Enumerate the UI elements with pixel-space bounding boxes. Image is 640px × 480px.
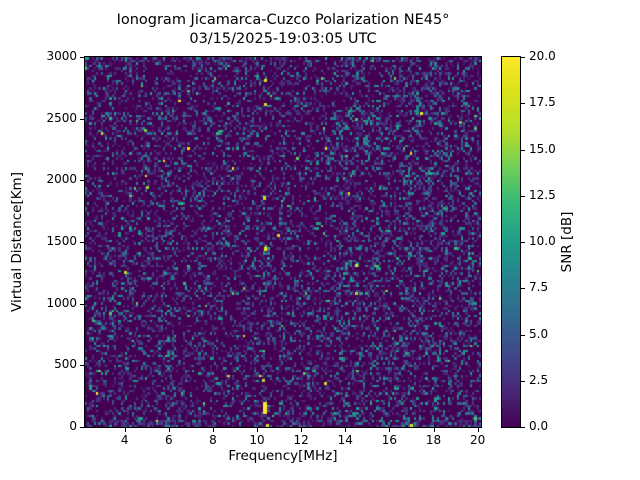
y-axis-label: Virtual Distance[Km]	[9, 172, 25, 312]
plot-area	[84, 56, 482, 428]
colorbar	[501, 56, 521, 428]
y-tick-label: 2000	[46, 172, 77, 187]
x-tick-label: 10	[249, 433, 265, 447]
y-tick-label: 3000	[46, 49, 77, 63]
x-tick-mark	[257, 428, 259, 432]
x-tick-mark	[433, 428, 435, 432]
x-tick-label: 4	[120, 433, 129, 447]
y-tick-mark	[80, 118, 84, 120]
colorbar-tick-mark	[521, 195, 525, 197]
x-tick-mark	[477, 428, 479, 432]
colorbar-tick-mark	[521, 57, 525, 58]
colorbar-tick-mark	[521, 242, 525, 243]
ionogram-heatmap-canvas	[85, 57, 481, 427]
y-tick-mark	[80, 365, 84, 367]
colorbar-label: SNR [dB]	[559, 211, 575, 273]
colorbar-tick-mark	[521, 103, 525, 105]
x-tick-mark	[168, 428, 170, 432]
colorbar-tick-label: 7.5	[529, 280, 549, 295]
y-tick-mark	[80, 57, 84, 58]
y-tick-mark	[80, 303, 84, 305]
colorbar-tick-mark	[521, 380, 525, 382]
x-tick-label: 12	[293, 433, 309, 447]
colorbar-tick-label: 20.0	[529, 49, 556, 63]
colorbar-tick-label: 5.0	[529, 326, 549, 341]
colorbar-tick-label: 12.5	[529, 187, 556, 202]
y-tick-label: 1500	[46, 234, 77, 248]
colorbar-tick-label: 10.0	[529, 234, 556, 248]
chart-title-line1: Ionogram Jicamarca-Cuzco Polarization NE…	[116, 12, 450, 28]
y-tick-mark	[80, 427, 84, 428]
y-tick-label: 2500	[46, 110, 77, 125]
y-tick-label: 1000	[46, 295, 77, 310]
colorbar-tick-label: 15.0	[529, 141, 556, 156]
x-tick-label: 20	[470, 433, 486, 447]
y-tick-mark	[80, 180, 84, 182]
colorbar-tick-mark	[521, 334, 525, 336]
y-tick-label: 0	[69, 419, 77, 433]
y-tick-mark	[80, 242, 84, 243]
x-tick-mark	[389, 428, 391, 432]
colorbar-tick-label: 0.0	[529, 419, 549, 433]
x-tick-label: 6	[165, 433, 173, 447]
chart-title-line2: 03/15/2025-19:03:05 UTC	[189, 31, 377, 47]
colorbar-tick-label: 17.5	[529, 95, 556, 110]
x-tick-label: 8	[209, 433, 217, 447]
x-tick-mark	[345, 428, 347, 432]
colorbar-tick-label: 2.5	[529, 372, 549, 387]
x-tick-label: 16	[381, 433, 398, 447]
y-tick-label: 500	[54, 357, 77, 372]
x-axis-label: Frequency[MHz]	[228, 448, 338, 464]
colorbar-tick-mark	[521, 149, 525, 151]
x-tick-label: 18	[425, 433, 442, 447]
x-tick-mark	[212, 428, 214, 432]
colorbar-tick-mark	[521, 288, 525, 290]
x-tick-mark	[124, 428, 126, 432]
colorbar-tick-mark	[521, 427, 525, 428]
x-tick-mark	[301, 428, 303, 432]
x-tick-label: 14	[337, 433, 353, 447]
chart-title: Ionogram Jicamarca-Cuzco Polarization NE…	[85, 11, 481, 49]
